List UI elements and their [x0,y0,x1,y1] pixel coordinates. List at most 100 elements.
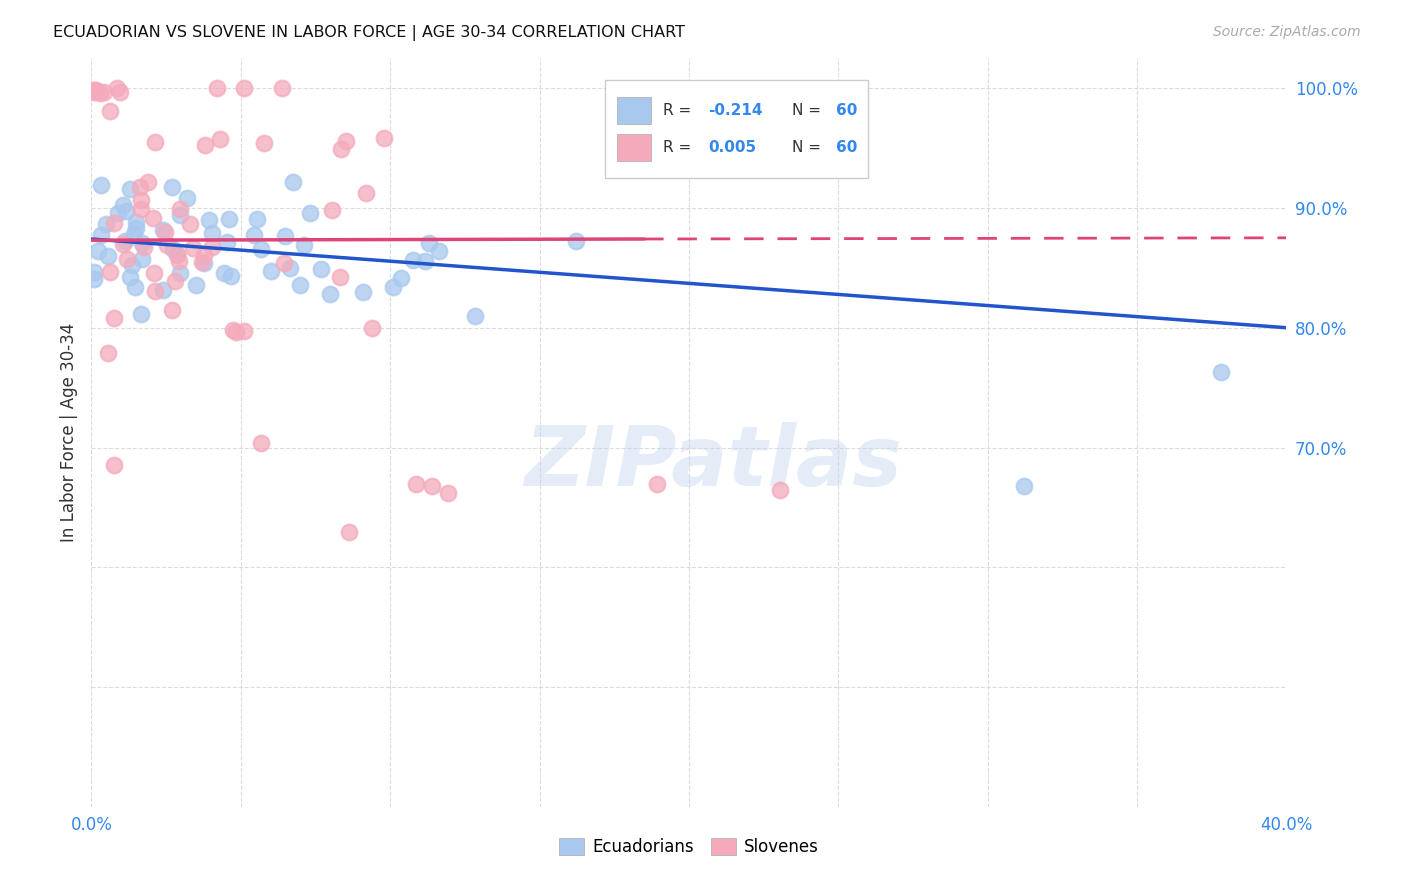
Point [427,244,450,258]
FancyBboxPatch shape [605,80,868,178]
Point [382,280,405,294]
Point [309,262,332,277]
Point [337,524,360,539]
Point [111,198,134,212]
Point [329,270,352,285]
Point [152,283,174,297]
Point [413,253,436,268]
Point [129,180,152,194]
Point [129,194,152,208]
Point [437,486,460,500]
Point [354,186,377,200]
Point [1012,479,1035,493]
Text: R =: R = [662,140,696,155]
Point [273,256,295,270]
Point [143,284,166,298]
Bar [617,135,651,161]
Text: 60: 60 [837,140,858,155]
Point [169,266,191,280]
Point [89,86,111,100]
Point [209,132,232,146]
Point [233,81,256,95]
Point [250,436,273,450]
Point [167,253,190,268]
Point [169,202,191,216]
Point [136,175,159,189]
Point [103,216,125,230]
Text: 60: 60 [837,103,858,118]
Point [124,221,146,235]
Point [98,103,121,118]
Y-axis label: In Labor Force | Age 30-34: In Labor Force | Age 30-34 [59,323,77,542]
Point [250,242,273,256]
Point [114,234,136,248]
Point [373,131,395,145]
Point [118,270,141,285]
Point [142,211,165,225]
Point [97,249,120,263]
Point [143,266,166,280]
Text: -0.214: -0.214 [709,103,762,118]
Point [319,286,342,301]
Point [212,266,235,280]
Point [405,476,427,491]
Point [169,208,191,222]
Point [564,234,586,248]
Point [352,285,374,300]
Point [107,206,129,220]
Text: ZIPatlas: ZIPatlas [524,422,901,503]
Text: Source: ZipAtlas.com: Source: ZipAtlas.com [1213,25,1361,39]
Point [389,271,412,285]
Point [181,241,204,255]
Point [1209,365,1232,379]
Point [270,81,292,95]
Point [194,138,217,153]
Point [121,258,143,272]
Point [90,178,112,193]
Point [93,85,115,99]
Point [274,228,297,243]
Point [225,325,247,339]
Point [122,227,145,242]
Point [145,135,167,149]
Point [83,85,105,99]
Point [160,302,183,317]
Point [129,307,152,321]
Point [105,81,128,95]
Point [222,323,245,337]
Point [361,321,384,335]
Point [83,264,105,278]
Point [131,252,153,267]
Point [87,244,110,258]
Point [769,483,792,497]
Point [321,203,343,218]
Point [330,142,353,156]
Point [184,278,207,293]
Point [166,247,188,261]
Point [281,175,304,189]
Point [246,211,269,226]
Point [193,255,215,269]
Point [160,180,183,194]
Point [464,309,486,323]
Point [90,228,112,243]
Point [233,324,256,338]
Point [420,479,443,493]
Point [124,279,146,293]
Point [335,134,357,148]
Point [108,85,131,99]
Point [176,191,198,205]
Point [201,240,224,254]
Point [118,182,141,196]
Point [243,228,266,243]
Point [298,206,321,220]
Point [215,235,238,249]
Point [166,248,188,262]
Point [162,243,184,257]
Point [155,238,177,252]
Point [153,226,176,240]
Point [193,248,215,262]
Point [288,277,311,292]
Legend: Ecuadorians, Slovenes: Ecuadorians, Slovenes [553,831,825,863]
Text: R =: R = [662,103,696,118]
